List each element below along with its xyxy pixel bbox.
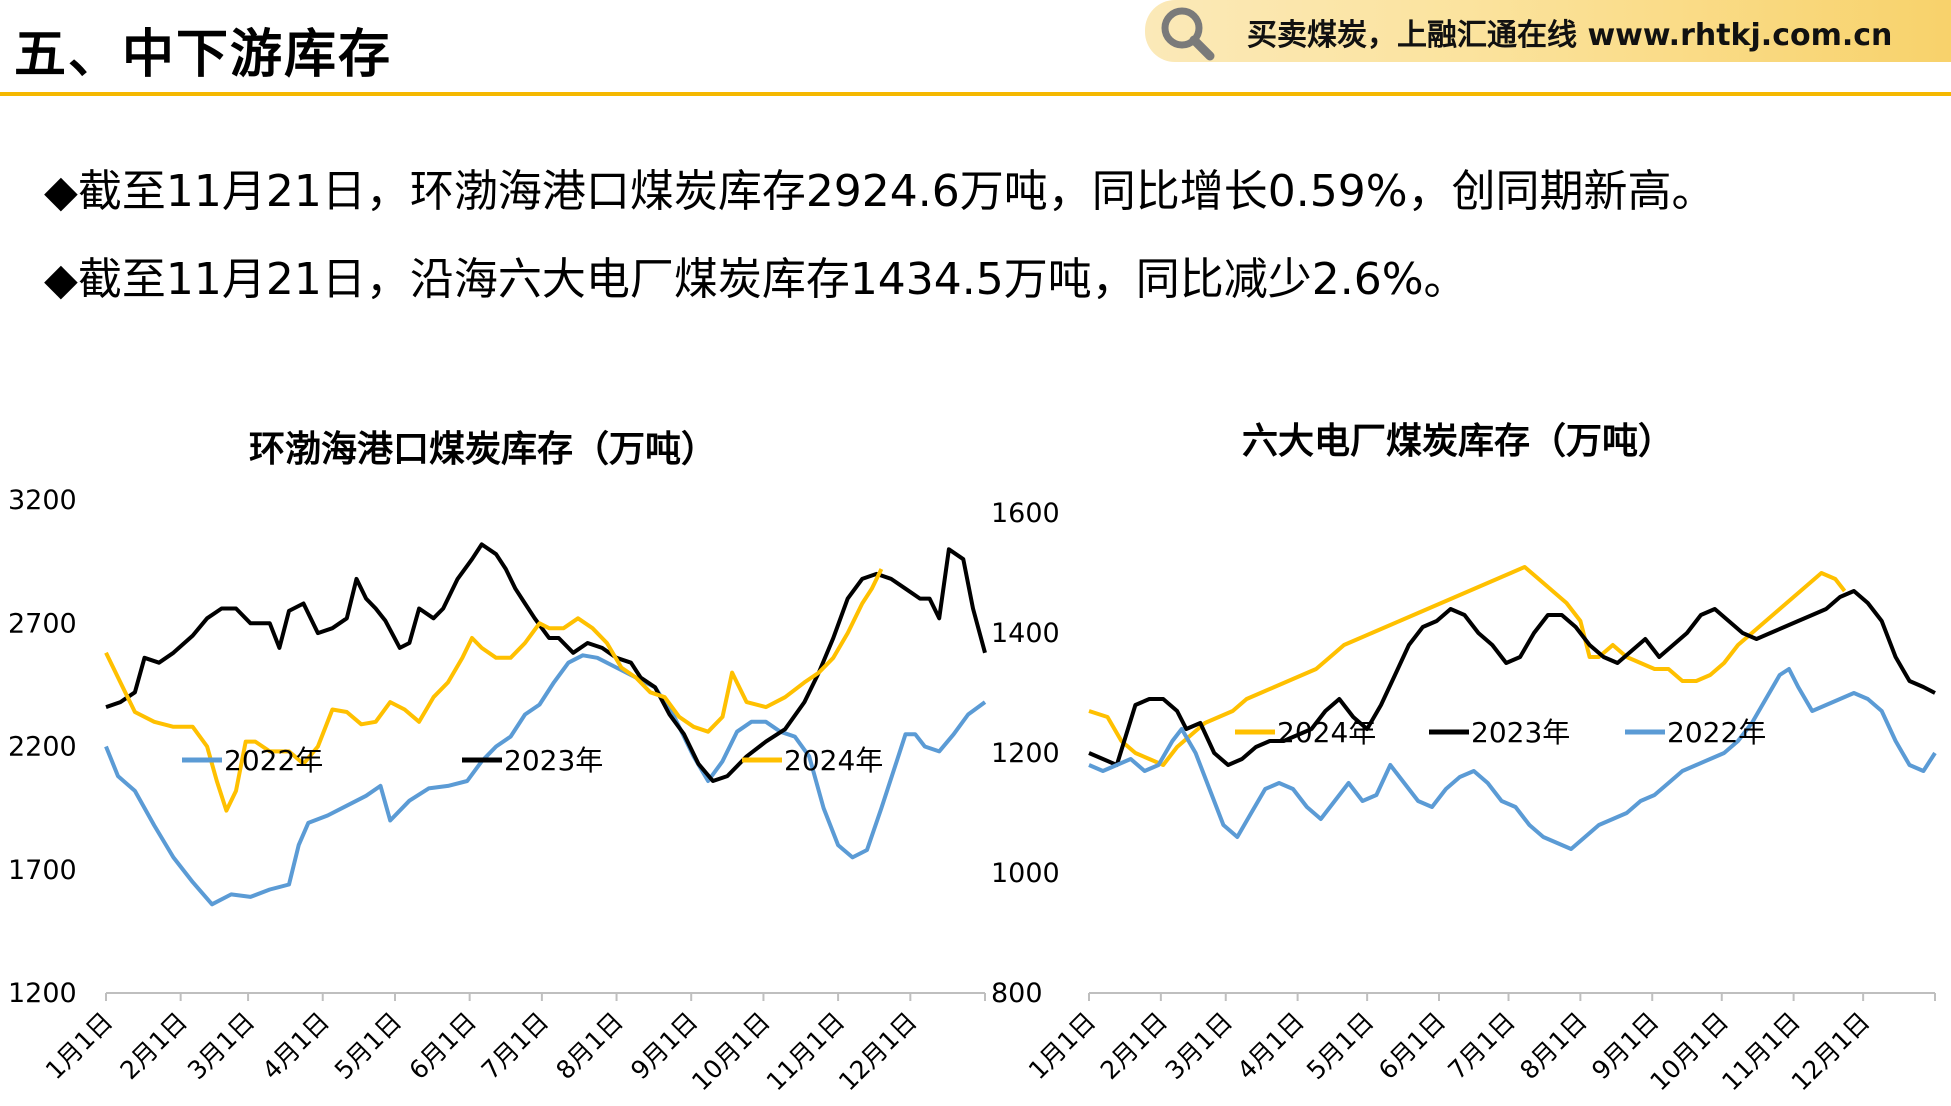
x-tick-label: 7月1日 [1442, 1007, 1520, 1085]
y-tick-label: 1600 [991, 498, 1060, 529]
x-tick-label: 10月1日 [686, 1007, 776, 1097]
x-tick-label: 1月1日 [1023, 1007, 1101, 1085]
title-divider [0, 92, 1951, 96]
x-tick-label: 1月1日 [40, 1007, 118, 1085]
bullet-item: ◆截至11月21日，环渤海港口煤炭库存2924.6万吨，同比增长0.59%，创同… [44, 166, 1716, 217]
series-line [104, 568, 884, 813]
y-tick-label: 1200 [991, 738, 1060, 769]
x-tick-label: 4月1日 [1231, 1007, 1309, 1085]
x-tick-label: 8月1日 [1514, 1007, 1592, 1085]
legend-label: 2022年 [224, 744, 323, 777]
x-tick-label: 8月1日 [550, 1007, 628, 1085]
legend-label: 2024年 [784, 744, 883, 777]
y-tick-label: 1400 [991, 618, 1060, 649]
y-tick-label: 3200 [8, 485, 77, 516]
header: 五、中下游库存 买卖煤炭，上融汇通在线 www.rhtkj.com.cn [0, 0, 1951, 100]
chart-title: 六大电厂煤炭库存（万吨） [1241, 421, 1674, 462]
series-line [104, 653, 987, 907]
page-title: 五、中下游库存 [14, 25, 393, 85]
chart-title: 环渤海港口煤炭库存（万吨） [248, 429, 717, 470]
chart-canvas: 800 1000 1200 1400 1600 1月1日2月1日3月1日4月1日5月1日6… [991, 498, 1937, 1097]
y-tick-label: 1700 [8, 855, 77, 886]
x-tick-label: 6月1日 [404, 1007, 482, 1085]
x-tick-label: 2月1日 [115, 1007, 193, 1085]
series-line [1088, 565, 1847, 767]
y-tick-label: 2700 [8, 608, 77, 639]
x-tick-label: 11月1日 [761, 1007, 851, 1097]
chart-canvas: 1200 1700 2200 2700 3200 1月1日2月1日3月1日4月1日5月1日… [8, 485, 987, 1097]
series-line [105, 542, 987, 783]
chart-bohai-port-inventory: 环渤海港口煤炭库存（万吨） 1200 1700 2200 2700 3200 1月1日 2月… [0, 390, 990, 1102]
x-tick-label: 5月1日 [1301, 1007, 1379, 1085]
series-line [1088, 667, 1937, 851]
legend-label: 2024年 [1277, 716, 1376, 749]
y-tick-label: 1000 [991, 858, 1060, 889]
x-tick-label: 3月1日 [1160, 1007, 1238, 1085]
x-tick-label: 2月1日 [1095, 1007, 1173, 1085]
y-tick-label: 800 [991, 978, 1043, 1009]
x-tick-label: 12月1日 [1786, 1007, 1876, 1097]
banner-text[interactable]: 买卖煤炭，上融汇通在线 www.rhtkj.com.cn [1247, 18, 1893, 53]
series-line [1088, 589, 1936, 767]
x-tick-label: 4月1日 [257, 1007, 335, 1085]
x-tick-label: 3月1日 [182, 1007, 260, 1085]
y-tick-label: 1200 [8, 978, 77, 1009]
bullet-item: ◆截至11月21日，沿海六大电厂煤炭库存1434.5万吨，同比减少2.6%。 [44, 254, 1468, 305]
legend-label: 2023年 [1471, 716, 1570, 749]
magnifier-icon [1161, 7, 1215, 61]
x-tick-label: 5月1日 [329, 1007, 407, 1085]
bullet-list: ◆截至11月21日，环渤海港口煤炭库存2924.6万吨，同比增长0.59%，创同… [44, 148, 1716, 324]
legend-label: 2022年 [1667, 716, 1766, 749]
chart-power-plant-inventory: 六大电厂煤炭库存（万吨） 800 1000 1200 1400 1600 1月1日 2月1日… [985, 390, 1951, 1102]
x-tick-label: 6月1日 [1373, 1007, 1451, 1085]
x-tick-label: 12月1日 [833, 1007, 923, 1097]
y-tick-label: 2200 [8, 732, 77, 763]
x-tick-label: 10月1日 [1644, 1007, 1734, 1097]
x-tick-label: 7月1日 [476, 1007, 554, 1085]
legend-label: 2023年 [504, 744, 603, 777]
site-banner[interactable] [1145, 0, 1951, 62]
